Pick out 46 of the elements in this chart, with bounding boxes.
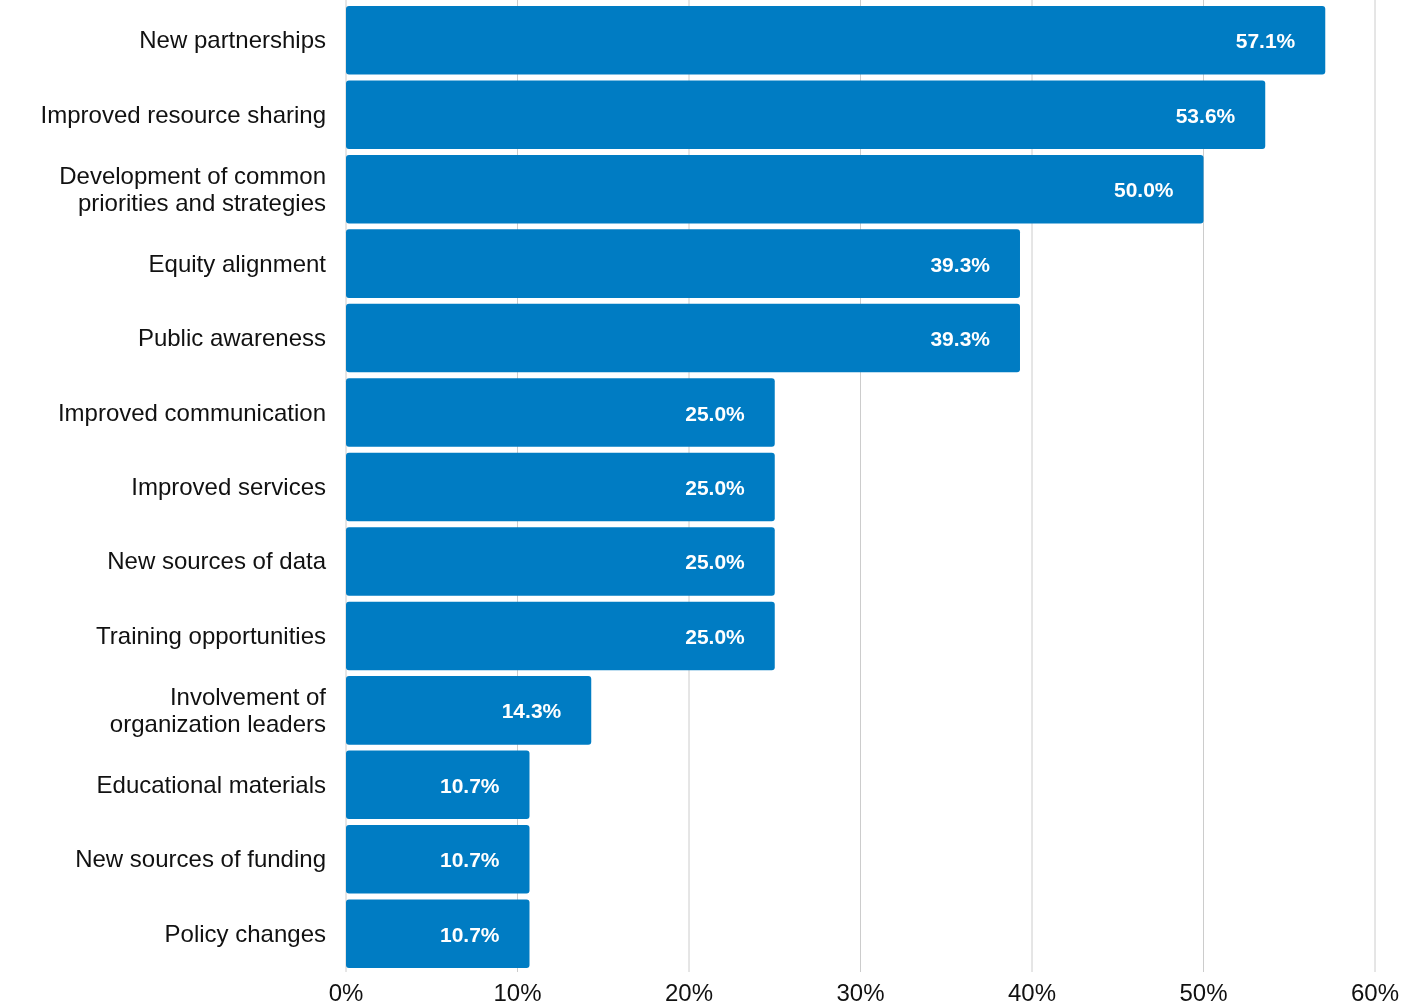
bar — [346, 6, 1326, 75]
data-label: 25.0% — [685, 401, 746, 425]
y-tick-label: Policy changes — [164, 919, 326, 947]
x-tick-label: 0% — [328, 979, 364, 1005]
bar — [346, 154, 1204, 224]
y-tick-label: New sources of data — [107, 547, 327, 575]
y-tick-label: Development of common priorities and strategies — [59, 161, 326, 216]
bar — [346, 750, 530, 820]
data-label: 25.0% — [685, 476, 746, 499]
y-tick-label: Improved communication — [57, 398, 326, 426]
data-label: 50.0% — [1113, 178, 1174, 202]
x-tick-label: 10% — [493, 979, 542, 1005]
x-tick-label: 60% — [1350, 979, 1400, 1005]
data-label: 57.1% — [1235, 29, 1296, 53]
y-tick-label: New partnerships — [139, 26, 326, 54]
data-label: 10.7% — [439, 773, 500, 797]
data-label: 53.6% — [1175, 103, 1236, 127]
y-tick-label: Involvement of organization leaders — [109, 682, 327, 737]
y-tick-label: Public awareness — [137, 324, 326, 352]
x-tick-label: 20% — [664, 979, 714, 1005]
y-tick-label: Equity alignment — [148, 249, 327, 277]
y-tick-label: Improved resource sharing — [40, 100, 326, 128]
bar — [346, 899, 530, 968]
bar — [346, 601, 775, 671]
x-tick-label: 40% — [1007, 979, 1057, 1005]
y-tick-label: Training opportunities — [96, 621, 326, 649]
x-tick-label: 50% — [1179, 979, 1228, 1005]
data-label: 14.3% — [501, 699, 562, 723]
data-label: 39.3% — [930, 327, 991, 351]
bar — [346, 452, 775, 522]
data-label: 39.3% — [930, 252, 991, 276]
bar — [346, 303, 1020, 373]
bar — [346, 80, 1266, 149]
bar — [346, 527, 775, 596]
bar — [346, 378, 775, 447]
y-tick-label: New sources of funding — [75, 845, 326, 873]
bar — [346, 825, 530, 894]
data-label: 10.7% — [439, 848, 500, 872]
bar — [346, 676, 592, 745]
data-label: 25.0% — [685, 550, 746, 574]
data-label: 25.0% — [685, 624, 746, 648]
y-tick-label: Improved services — [131, 473, 326, 500]
x-tick-label: 30% — [836, 979, 885, 1005]
bar — [346, 229, 1020, 298]
data-label: 10.7% — [439, 922, 500, 946]
y-tick-label: Educational materials — [96, 770, 326, 798]
